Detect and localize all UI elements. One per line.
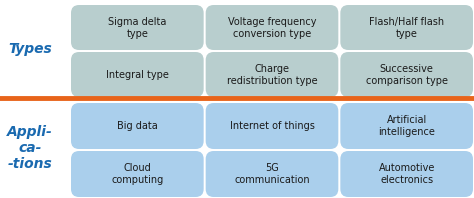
Text: Appli-
ca-
-tions: Appli- ca- -tions [8,125,53,171]
FancyBboxPatch shape [340,52,473,97]
Text: Charge
redistribution type: Charge redistribution type [227,64,317,86]
FancyBboxPatch shape [340,5,473,50]
Text: 5G
communication: 5G communication [234,163,310,185]
FancyBboxPatch shape [206,5,338,50]
Text: Sigma delta
type: Sigma delta type [108,16,166,38]
FancyBboxPatch shape [71,5,204,50]
Text: Artificial
intelligence: Artificial intelligence [378,115,435,137]
Text: Cloud
computing: Cloud computing [111,163,164,185]
Text: Integral type: Integral type [106,69,169,80]
FancyBboxPatch shape [206,151,338,197]
Text: Internet of things: Internet of things [229,121,314,131]
Text: Successive
comparison type: Successive comparison type [365,64,447,86]
Text: Big data: Big data [117,121,158,131]
FancyBboxPatch shape [206,52,338,97]
Text: Automotive
electronics: Automotive electronics [378,163,435,185]
FancyBboxPatch shape [340,103,473,149]
Text: Types: Types [9,42,52,56]
Text: Flash/Half flash
type: Flash/Half flash type [369,16,444,38]
FancyBboxPatch shape [340,151,473,197]
Text: Voltage frequency
conversion type: Voltage frequency conversion type [228,16,316,38]
FancyBboxPatch shape [71,103,204,149]
FancyBboxPatch shape [206,103,338,149]
FancyBboxPatch shape [71,52,204,97]
FancyBboxPatch shape [71,151,204,197]
